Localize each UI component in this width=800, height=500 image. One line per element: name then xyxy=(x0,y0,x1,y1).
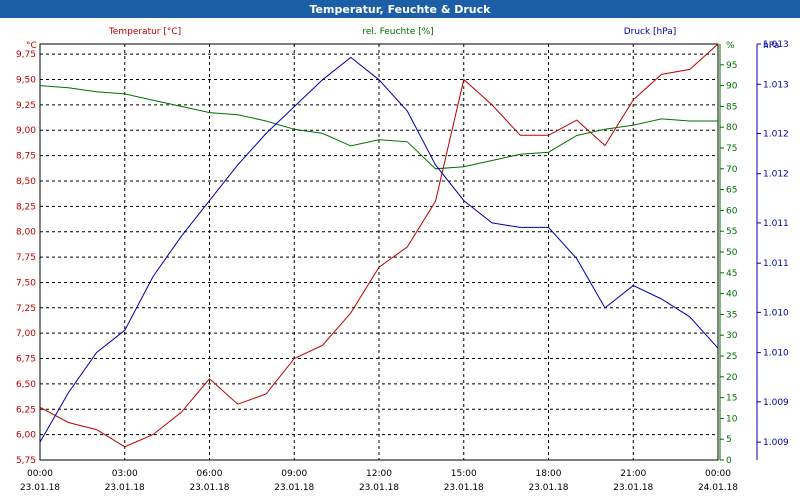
x-tick-date: 24.01.18 xyxy=(698,483,738,493)
y-right2-tick-label: 1.009 xyxy=(763,438,789,448)
series-line xyxy=(39,85,718,170)
y-right1-tick-label: 60 xyxy=(726,206,738,216)
y-right1-tick-label: 5 xyxy=(726,435,732,445)
x-tick-time: 18:00 xyxy=(536,469,562,479)
x-tick-date: 23.01.18 xyxy=(105,483,145,493)
x-tick-time: 12:00 xyxy=(366,469,392,479)
y-left-tick-label: 9,50 xyxy=(16,76,36,86)
y-right2-tick-label: 1.009 xyxy=(763,398,789,408)
y-right1-tick-label: 20 xyxy=(726,373,738,383)
y-left-tick-label: 8,75 xyxy=(16,152,36,162)
y-right1-tick-label: 15 xyxy=(726,394,737,404)
axes xyxy=(39,43,761,461)
y-left-tick-label: 9,75 xyxy=(16,50,36,60)
y-right2-tick-label: 1.013 xyxy=(763,40,789,50)
x-tick-date: 23.01.18 xyxy=(20,483,60,493)
window-title: Temperatur, Feuchte & Druck xyxy=(0,0,800,18)
y-right1-tick-label: 0 xyxy=(726,456,732,466)
y-right1-tick-label: 10 xyxy=(726,414,738,424)
y-left-tick-label: 8,00 xyxy=(16,228,36,238)
y-right1-tick-label: 90 xyxy=(726,82,738,92)
y-right2-tick-label: 1.012 xyxy=(763,129,789,139)
y-left-tick-label: 9,25 xyxy=(16,101,36,111)
legend-entry: Druck [hPa] xyxy=(624,27,677,37)
y-right2-tick-label: 1.011 xyxy=(763,219,789,229)
y-right1-tick-label: 85 xyxy=(726,102,737,112)
combined-line-chart: 00:00 23.01.18 03:00 23.01.18 06:00 23.01.18 0… xyxy=(16,27,789,493)
y-left-axis-label: °C xyxy=(26,41,37,51)
y-right1-tick-label: 65 xyxy=(726,186,737,196)
x-tick-time: 09:00 xyxy=(281,469,307,479)
y-left-tick-label: 7,75 xyxy=(16,253,36,263)
legend-entry: rel. Feuchte [%] xyxy=(362,27,433,37)
series-line xyxy=(39,43,719,448)
y-right2-axis-label: hPa xyxy=(763,41,779,51)
y-left-tick-label: 7,50 xyxy=(16,278,36,288)
y-left-tick-label: 8,50 xyxy=(16,177,36,187)
x-tick-date: 23.01.18 xyxy=(189,483,229,493)
y-right2-tick-label: 1.013 xyxy=(763,80,789,90)
x-tick-time: 15:00 xyxy=(451,469,477,479)
y-right1-tick-label: 25 xyxy=(726,352,737,362)
x-tick-date: 23.01.18 xyxy=(359,483,399,493)
y-left-tick-label: 5,75 xyxy=(16,456,36,466)
series-lines xyxy=(39,43,719,448)
y-right2-tick-label: 1.011 xyxy=(763,259,789,269)
y-left-tick-label: 6,50 xyxy=(16,380,36,390)
y-left-tick-label: 6,25 xyxy=(16,405,36,415)
x-tick-date: 23.01.18 xyxy=(274,483,314,493)
x-tick-time: 21:00 xyxy=(620,469,646,479)
y-right1-tick-label: 80 xyxy=(726,123,738,133)
y-right1-axis-label: % xyxy=(726,41,735,51)
x-tick-time: 00:00 xyxy=(27,469,53,479)
y-right1-tick-label: 45 xyxy=(726,269,737,279)
series-line xyxy=(39,56,719,443)
y-right2-tick-label: 1.012 xyxy=(763,170,789,180)
y-right2-tick-label: 1.010 xyxy=(763,308,789,318)
y-left-tick-label: 6,75 xyxy=(16,355,36,365)
y-right1-tick-label: 70 xyxy=(726,165,738,175)
x-tick-time: 00:00 xyxy=(705,469,731,479)
y-right1-tick-label: 40 xyxy=(726,290,738,300)
x-tick-date: 23.01.18 xyxy=(613,483,653,493)
y-right1-tick-label: 35 xyxy=(726,310,737,320)
x-tick-time: 06:00 xyxy=(197,469,223,479)
y-right2-tick-label: 1.010 xyxy=(763,349,789,359)
x-tick-date: 23.01.18 xyxy=(528,483,568,493)
x-tick-time: 03:00 xyxy=(112,469,138,479)
y-right1-tick-label: 30 xyxy=(726,331,738,341)
plot-border xyxy=(39,43,719,461)
y-right1-tick-label: 55 xyxy=(726,227,737,237)
y-right1-tick-label: 50 xyxy=(726,248,738,258)
y-right1-tick-label: 95 xyxy=(726,61,737,71)
y-right1-tick-label: 75 xyxy=(726,144,737,154)
legend-entry: Temperatur [°C] xyxy=(108,27,181,37)
grid xyxy=(40,44,718,461)
y-left-tick-label: 6,00 xyxy=(16,431,36,441)
y-left-tick-label: 7,25 xyxy=(16,304,36,314)
chart-area: 00:00 23.01.18 03:00 23.01.18 06:00 23.01.18 0… xyxy=(0,18,800,500)
y-left-tick-label: 8,25 xyxy=(16,202,36,212)
y-left-tick-label: 7,00 xyxy=(16,329,36,339)
labels: 00:00 23.01.18 03:00 23.01.18 06:00 23.01.18 0… xyxy=(16,27,789,493)
x-tick-date: 23.01.18 xyxy=(444,483,484,493)
y-left-tick-label: 9,00 xyxy=(16,126,36,136)
